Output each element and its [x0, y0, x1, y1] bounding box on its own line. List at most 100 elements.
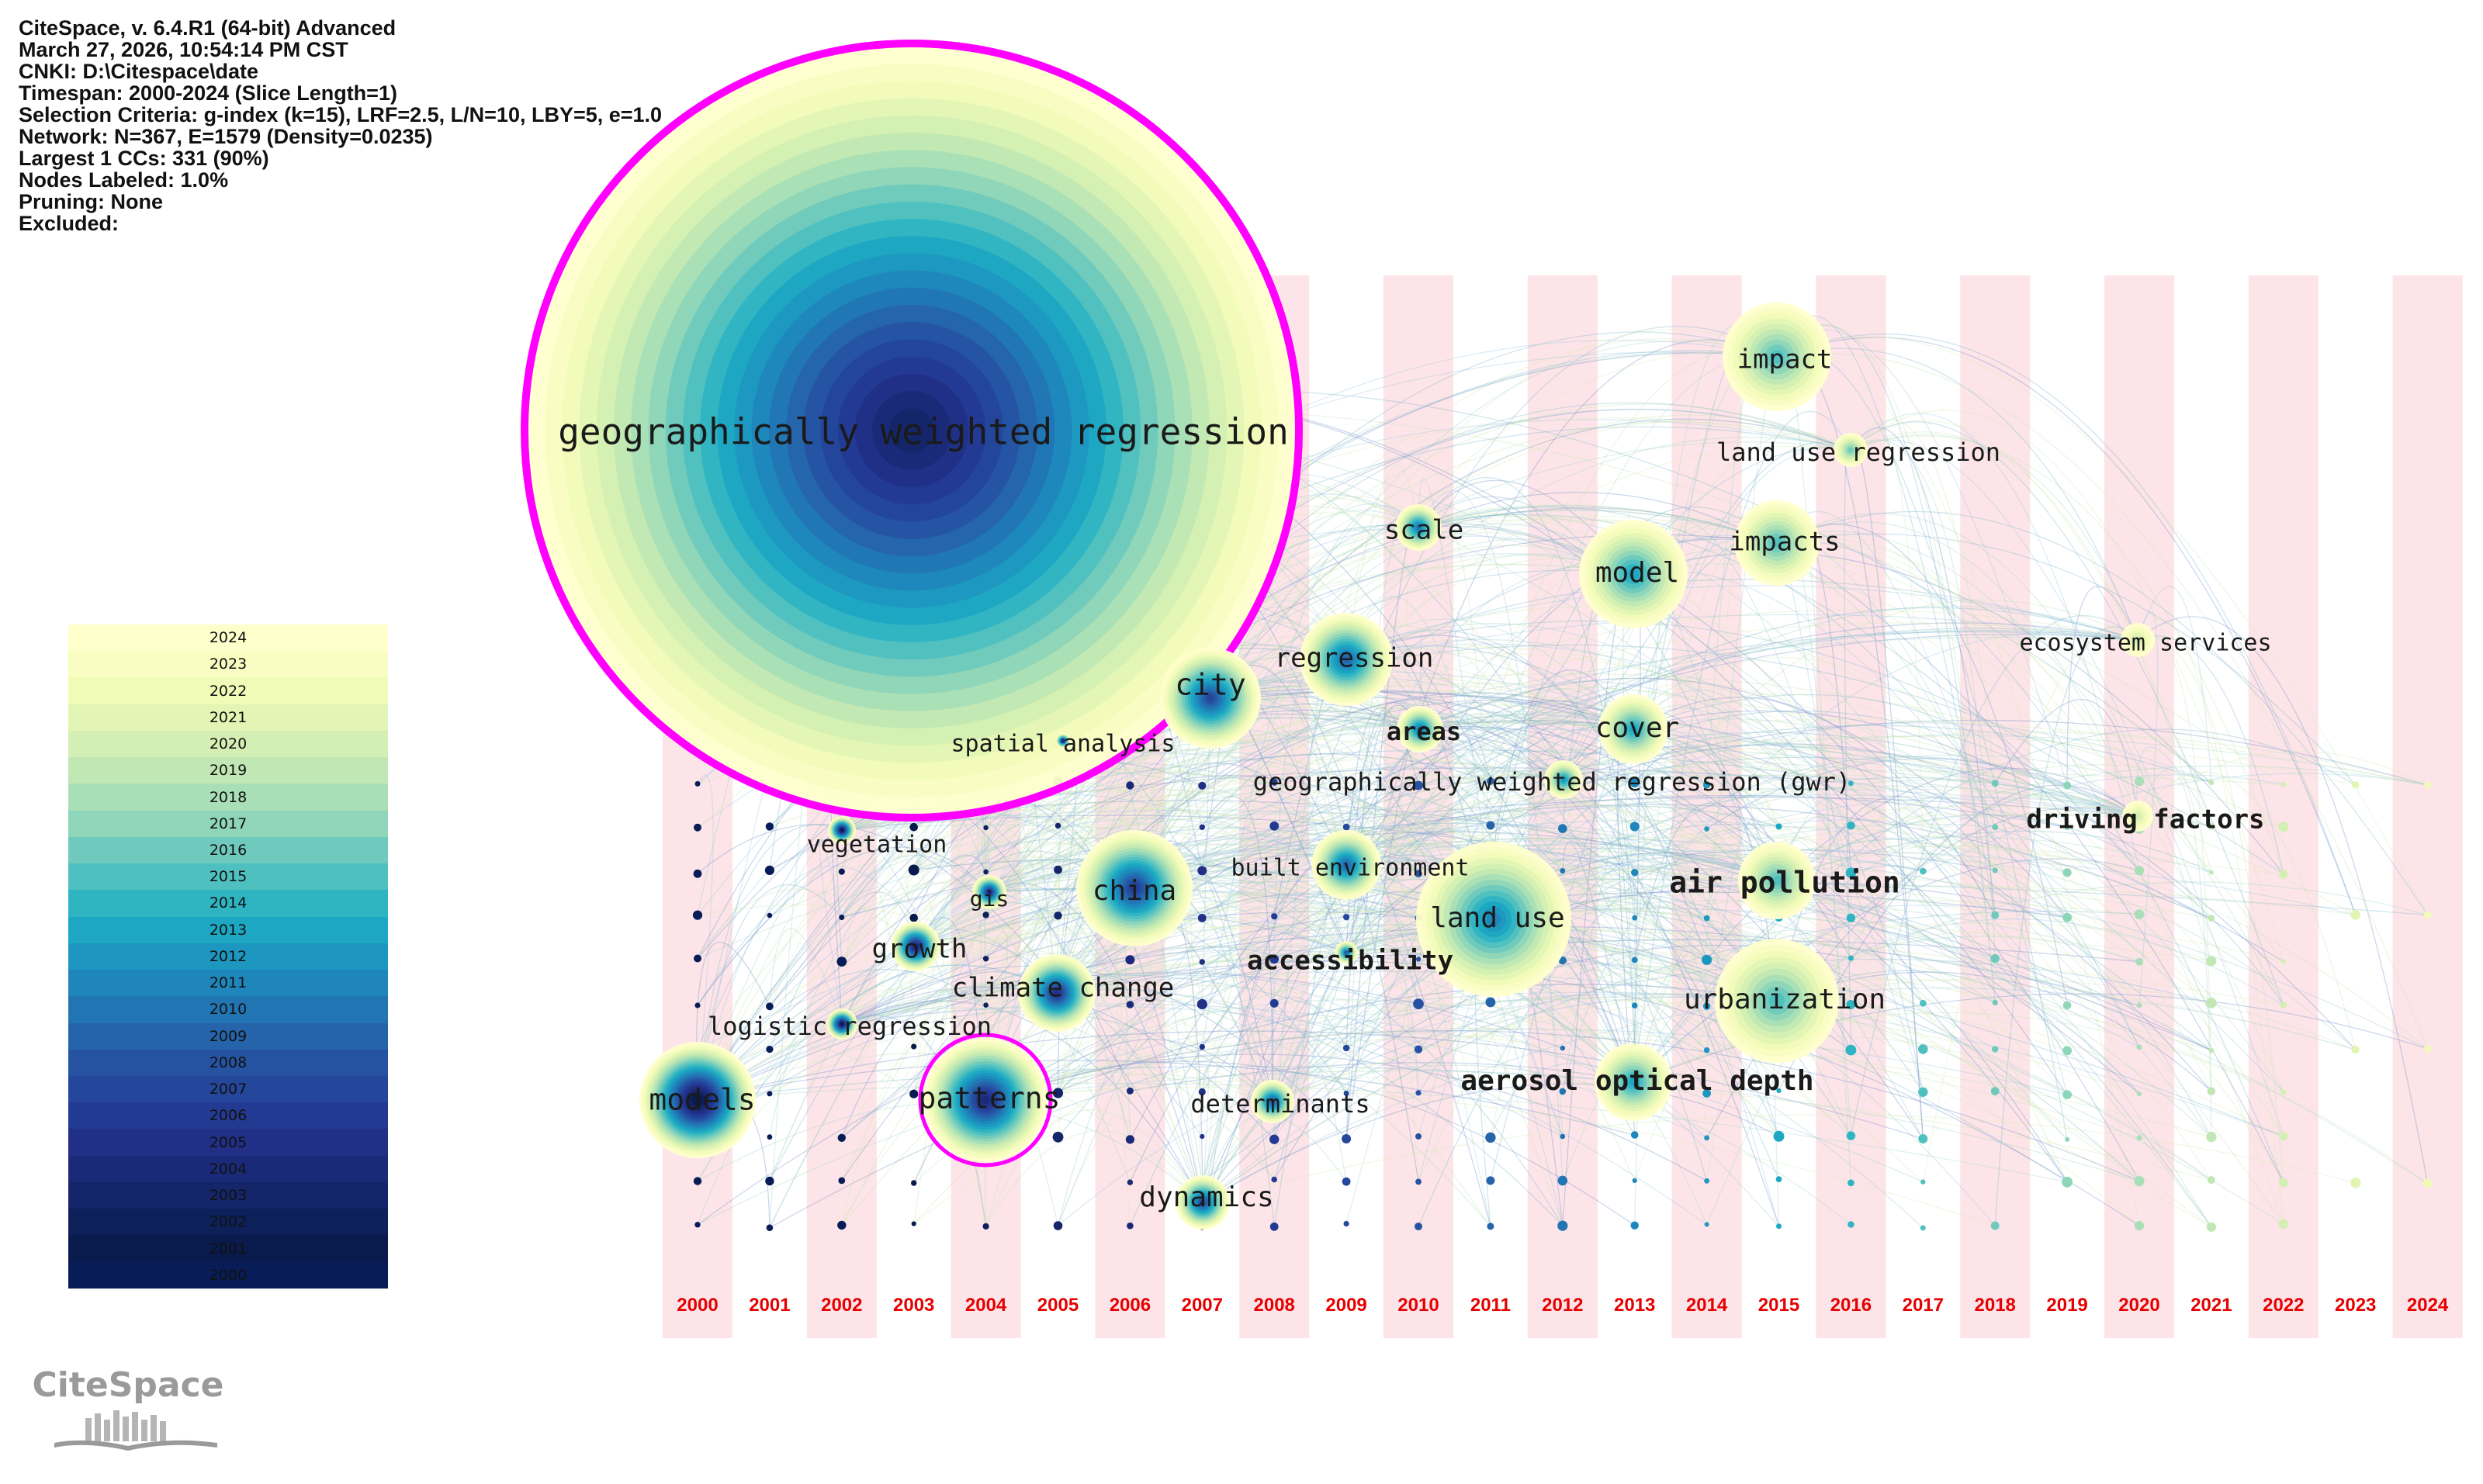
- minor-node[interactable]: [1704, 1222, 1709, 1227]
- minor-node[interactable]: [1271, 913, 1278, 920]
- node-areas[interactable]: [1397, 706, 1443, 752]
- minor-node[interactable]: [1125, 1135, 1134, 1144]
- minor-node[interactable]: [1414, 1045, 1423, 1053]
- node-vegetation[interactable]: [828, 816, 856, 844]
- minor-node[interactable]: [1413, 998, 1424, 1009]
- minor-node[interactable]: [1199, 1043, 1206, 1050]
- minor-node[interactable]: [1918, 1134, 1928, 1143]
- minor-node[interactable]: [2062, 1046, 2073, 1056]
- node-built-environment[interactable]: [1311, 830, 1381, 900]
- minor-node[interactable]: [1052, 1131, 1064, 1143]
- node-scale[interactable]: [1395, 504, 1442, 551]
- minor-node[interactable]: [1197, 914, 1207, 922]
- minor-node[interactable]: [1126, 1087, 1134, 1095]
- minor-node[interactable]: [1127, 1222, 1134, 1230]
- minor-node[interactable]: [1632, 1178, 1637, 1183]
- minor-node[interactable]: [2062, 912, 2073, 922]
- minor-node[interactable]: [1557, 1175, 1568, 1186]
- minor-node[interactable]: [1270, 778, 1278, 786]
- node-determinants[interactable]: [1251, 1080, 1294, 1123]
- minor-node[interactable]: [1990, 953, 2000, 963]
- node-cover[interactable]: [1598, 694, 1668, 764]
- node-aerosol-optical-depth[interactable]: [1595, 1043, 1672, 1121]
- node-logistic-regression[interactable]: [826, 1008, 857, 1039]
- node-ecosystem-services[interactable]: [2121, 623, 2155, 657]
- minor-node[interactable]: [836, 956, 847, 967]
- minor-node[interactable]: [1486, 821, 1495, 830]
- minor-node[interactable]: [1125, 955, 1135, 965]
- minor-node[interactable]: [1486, 1176, 1495, 1185]
- minor-node[interactable]: [2207, 1087, 2216, 1095]
- node-geographically-weighted-regression[interactable]: [521, 40, 1303, 822]
- minor-node[interactable]: [1846, 1000, 1856, 1009]
- minor-node[interactable]: [767, 1134, 773, 1140]
- minor-node[interactable]: [2062, 1176, 2073, 1188]
- minor-node[interactable]: [839, 915, 845, 920]
- node-impacts[interactable]: [1734, 500, 1820, 586]
- minor-node[interactable]: [1054, 865, 1062, 874]
- minor-node[interactable]: [2134, 866, 2145, 876]
- minor-node[interactable]: [2134, 1176, 2145, 1187]
- minor-node[interactable]: [2278, 1219, 2289, 1230]
- minor-node[interactable]: [2280, 1001, 2287, 1008]
- node-regression[interactable]: [1300, 613, 1393, 706]
- minor-node[interactable]: [765, 822, 774, 831]
- minor-node[interactable]: [2064, 825, 2070, 831]
- minor-node[interactable]: [1197, 866, 1207, 876]
- node-spatial-analysis[interactable]: [1055, 733, 1071, 749]
- node-urbanization[interactable]: [1715, 939, 1839, 1063]
- minor-node[interactable]: [1342, 1044, 1350, 1052]
- minor-node[interactable]: [1558, 956, 1567, 965]
- minor-node[interactable]: [1920, 1225, 1926, 1231]
- minor-node[interactable]: [1127, 1179, 1134, 1185]
- minor-node[interactable]: [1846, 1131, 1856, 1140]
- minor-node[interactable]: [1487, 777, 1494, 785]
- minor-node[interactable]: [2134, 777, 2145, 787]
- minor-node[interactable]: [1702, 781, 1711, 789]
- minor-node[interactable]: [1703, 915, 1710, 922]
- minor-node[interactable]: [2208, 780, 2215, 786]
- minor-node[interactable]: [766, 1224, 774, 1231]
- minor-node[interactable]: [1342, 823, 1350, 831]
- minor-node[interactable]: [1560, 868, 1566, 873]
- minor-node[interactable]: [2351, 1046, 2360, 1054]
- minor-node[interactable]: [1848, 955, 1854, 961]
- minor-node[interactable]: [2206, 1222, 2216, 1232]
- minor-node[interactable]: [983, 1002, 989, 1008]
- minor-node[interactable]: [1415, 1133, 1422, 1140]
- minor-node[interactable]: [1776, 1088, 1782, 1094]
- minor-node[interactable]: [1054, 822, 1061, 829]
- node-accessibility[interactable]: [1335, 941, 1358, 964]
- minor-node[interactable]: [1848, 1221, 1854, 1228]
- minor-node[interactable]: [1269, 1222, 1279, 1231]
- minor-node[interactable]: [2136, 1002, 2142, 1008]
- minor-node[interactable]: [1920, 867, 1927, 875]
- minor-node[interactable]: [693, 1177, 702, 1185]
- minor-node[interactable]: [1991, 1046, 1999, 1053]
- minor-node[interactable]: [1343, 914, 1350, 921]
- minor-node[interactable]: [2423, 781, 2432, 789]
- minor-node[interactable]: [2424, 1045, 2432, 1053]
- minor-node[interactable]: [1992, 867, 1998, 873]
- minor-node[interactable]: [1920, 1179, 1926, 1185]
- minor-node[interactable]: [1487, 1223, 1494, 1230]
- minor-node[interactable]: [2206, 956, 2217, 967]
- minor-node[interactable]: [1918, 1044, 1928, 1054]
- minor-node[interactable]: [1990, 1221, 2000, 1230]
- node-impact[interactable]: [1723, 303, 1831, 411]
- minor-node[interactable]: [2208, 870, 2214, 875]
- minor-node[interactable]: [911, 1221, 916, 1226]
- minor-node[interactable]: [1848, 1179, 1854, 1187]
- minor-node[interactable]: [1269, 821, 1280, 831]
- minor-node[interactable]: [982, 1223, 989, 1230]
- minor-node[interactable]: [1271, 1176, 1277, 1183]
- minor-node[interactable]: [2206, 1131, 2217, 1143]
- minor-node[interactable]: [2135, 957, 2143, 966]
- minor-node[interactable]: [1992, 824, 1999, 831]
- minor-node[interactable]: [1196, 998, 1207, 1010]
- minor-node[interactable]: [2280, 781, 2287, 787]
- minor-node[interactable]: [1629, 778, 1640, 788]
- minor-node[interactable]: [2208, 915, 2215, 922]
- minor-node[interactable]: [1559, 1088, 1567, 1095]
- minor-node[interactable]: [1631, 1002, 1638, 1008]
